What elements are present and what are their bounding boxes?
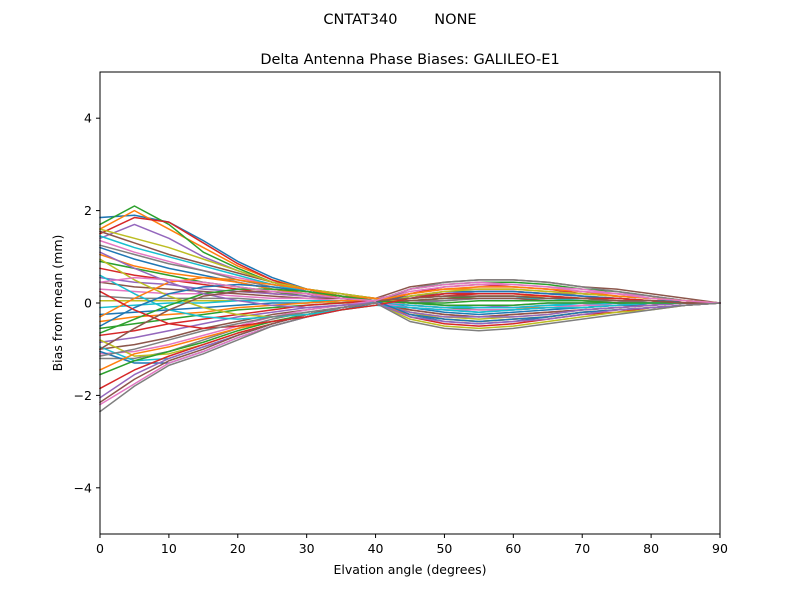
series-line: [98, 274, 721, 320]
x-tick-label: 80: [643, 541, 659, 556]
x-tick-label: 20: [230, 541, 246, 556]
figure-suptitle: CNTAT340 NONE: [323, 12, 476, 28]
y-axis-ticks: −4 −2 0 2 4: [74, 111, 100, 495]
series-line: [99, 302, 721, 358]
series-line: [99, 251, 721, 325]
y-tick-label: 0: [84, 296, 92, 311]
y-tick-label: −2: [74, 388, 92, 403]
series-line: [98, 290, 721, 351]
x-tick-label: 60: [505, 541, 521, 556]
x-axis-label: Elvation angle (degrees): [333, 562, 486, 577]
chart-title: Delta Antenna Phase Biases: GALILEO-E1: [260, 52, 559, 68]
series-line: [98, 276, 721, 318]
x-tick-label: 30: [299, 541, 315, 556]
y-tick-label: −4: [74, 480, 92, 495]
y-tick-label: 4: [84, 111, 92, 126]
x-tick-label: 70: [574, 541, 590, 556]
plot-lines: [98, 205, 721, 413]
series-line: [99, 230, 721, 304]
y-tick-label: 2: [84, 203, 92, 218]
y-axis-label: Bias from mean (mm): [50, 235, 65, 372]
x-tick-label: 0: [96, 541, 104, 556]
x-tick-label: 10: [161, 541, 177, 556]
series-line: [99, 276, 721, 304]
x-axis-ticks: 0 10 20 30 40 50 60 70 80 90: [96, 534, 728, 556]
series-line: [98, 302, 721, 399]
x-tick-label: 40: [368, 541, 384, 556]
x-tick-label: 90: [712, 541, 728, 556]
x-tick-label: 50: [436, 541, 452, 556]
